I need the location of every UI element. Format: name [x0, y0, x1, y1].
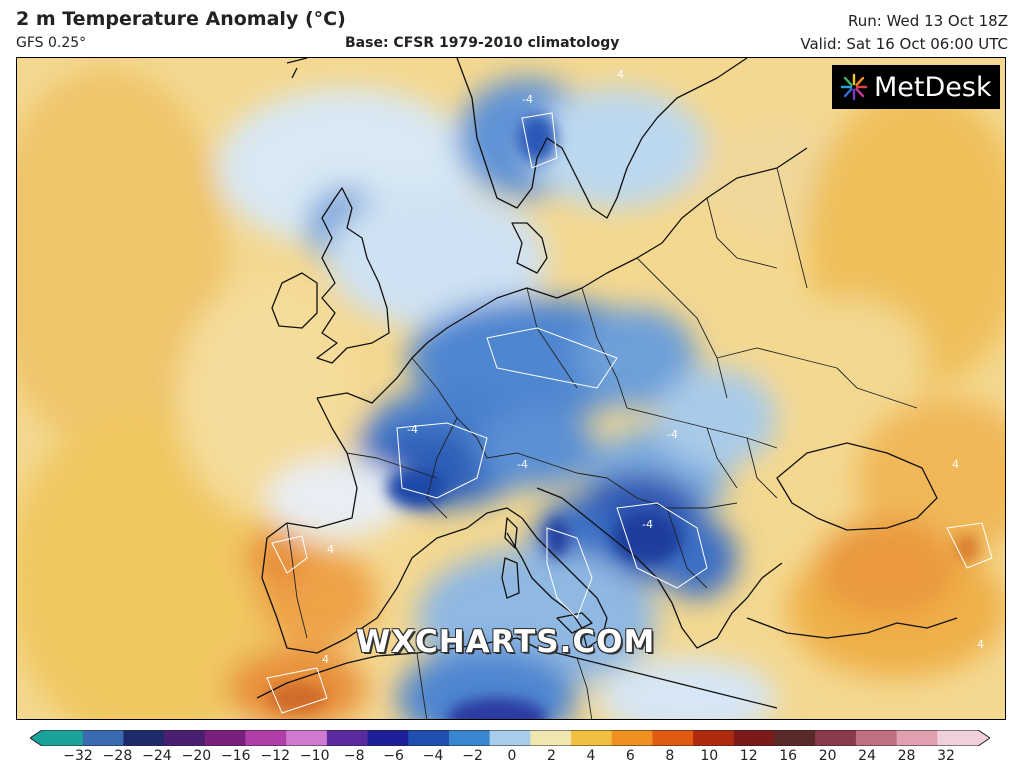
- colorbar-segment: [326, 730, 369, 746]
- contour-label: -4: [667, 428, 678, 441]
- colorbar-segment: [42, 730, 84, 746]
- colorbar-segment: [204, 730, 246, 746]
- anomaly-cores: [267, 113, 979, 719]
- contour-label: 4: [977, 638, 984, 651]
- wxcharts-watermark: WXCHARTS.COM: [356, 624, 656, 660]
- colorbar-tick-labels: −32 −28 −24 −20 −16 −12 −10 −8 −6 −4 −2 0 2 4 6 8 10 12 16…: [0, 748, 1024, 770]
- colorbar-tick-label: 8: [665, 748, 675, 764]
- contour-label: 4: [327, 543, 334, 556]
- colorbar-segment: [855, 730, 898, 746]
- colorbar-segment: [774, 730, 816, 746]
- colorbar-segment: [652, 730, 694, 746]
- colorbar-tick-label: 12: [739, 748, 758, 764]
- colorbar-tick-label: −20: [181, 748, 212, 764]
- colorbar-tick-label: 16: [779, 748, 798, 764]
- contour-label: 4: [322, 653, 329, 666]
- contour-label: -4: [407, 423, 418, 436]
- colorbar-segment: [571, 730, 613, 746]
- contour-label: -4: [522, 93, 533, 106]
- colorbar-tick-label: 0: [507, 748, 517, 764]
- colorbar-tick-label: 28: [897, 748, 916, 764]
- colorbar-tick-label: −32: [63, 748, 93, 764]
- colorbar-svg: [29, 729, 991, 747]
- colorbar-tick-label: −10: [299, 748, 330, 764]
- contour-label: -4: [517, 458, 528, 471]
- metdesk-star-icon: [840, 73, 868, 101]
- colorbar-tick-label: −8: [343, 748, 365, 764]
- colorbar-segment: [611, 730, 653, 746]
- model-label: GFS 0.25°: [16, 35, 87, 51]
- colorbar-segment: [367, 730, 409, 746]
- chart-title: 2 m Temperature Anomaly (°C): [16, 8, 346, 30]
- valid-time: Valid: Sat 16 Oct 06:00 UTC: [800, 35, 1008, 53]
- colorbar-tick-label: 24: [858, 748, 876, 764]
- colorbar-segment: [937, 730, 979, 746]
- contour-labels: 4 -4 -4 -4 -4 -4 4 4 4 4: [322, 68, 984, 666]
- colorbar-segment: [489, 730, 531, 746]
- colorbar-tick-label: −24: [142, 748, 172, 764]
- colorbar-tick-label: 20: [818, 748, 837, 764]
- colorbar-left-arrow: [30, 730, 42, 746]
- colorbar-tick-label: −6: [383, 748, 404, 764]
- anomaly-field: [17, 68, 1005, 719]
- coastlines: [256, 58, 958, 709]
- colorbar-right-arrow: [978, 730, 990, 746]
- colorbar: [29, 729, 991, 747]
- colorbar-segment: [164, 730, 206, 746]
- anomaly-map: 4 -4 -4 -4 -4 -4 4 4 4 4 MetDesk: [16, 57, 1006, 720]
- contour-label: 4: [617, 68, 624, 81]
- colorbar-segment: [815, 730, 857, 746]
- colorbar-segment: [693, 730, 735, 746]
- contour-label: -4: [642, 518, 653, 531]
- colorbar-segment: [286, 730, 328, 746]
- colorbar-tick-label: 4: [586, 748, 596, 764]
- run-time: Run: Wed 13 Oct 18Z: [848, 12, 1008, 30]
- metdesk-logo: MetDesk: [832, 65, 1000, 109]
- colorbar-tick-label: −4: [422, 748, 444, 764]
- colorbar-segment: [733, 730, 776, 746]
- map-svg: 4 -4 -4 -4 -4 -4 4 4 4 4: [17, 58, 1005, 719]
- colorbar-segment: [896, 730, 938, 746]
- metdesk-logo-text: MetDesk: [874, 71, 992, 103]
- colorbar-segment: [245, 730, 287, 746]
- colorbar-tick-label: −16: [221, 748, 251, 764]
- colorbar-tick-label: −2: [462, 748, 483, 764]
- contour-label: 4: [952, 458, 959, 471]
- country-borders: [286, 167, 918, 719]
- climatology-label: Base: CFSR 1979-2010 climatology: [345, 35, 620, 51]
- colorbar-tick-label: 6: [625, 748, 635, 764]
- colorbar-tick-label: −12: [260, 748, 291, 764]
- colorbar-segment: [82, 730, 124, 746]
- colorbar-tick-label: 2: [546, 748, 556, 764]
- colorbar-segment: [123, 730, 165, 746]
- colorbar-tick-label: 10: [700, 748, 719, 764]
- colorbar-segment: [408, 730, 450, 746]
- colorbar-segment: [448, 730, 491, 746]
- colorbar-tick-label: −28: [102, 748, 133, 764]
- colorbar-tick-label: 32: [937, 748, 955, 764]
- colorbar-segment: [530, 730, 572, 746]
- anomaly-contours: [266, 112, 993, 714]
